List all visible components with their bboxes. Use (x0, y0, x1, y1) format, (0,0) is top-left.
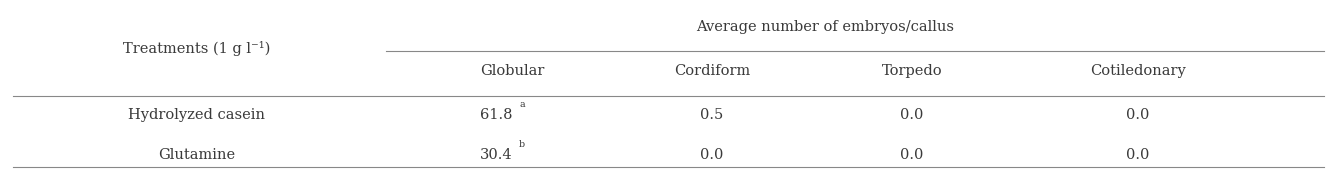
Text: Glutamine: Glutamine (158, 148, 236, 162)
Text: 0.0: 0.0 (900, 108, 924, 122)
Text: Treatments (1 g l⁻¹): Treatments (1 g l⁻¹) (124, 41, 270, 56)
Text: 0.0: 0.0 (700, 148, 724, 162)
Text: Cotiledonary: Cotiledonary (1090, 64, 1186, 78)
Text: 0.0: 0.0 (900, 148, 924, 162)
Text: 0.5: 0.5 (700, 108, 724, 122)
Text: Torpedo: Torpedo (881, 64, 942, 78)
Text: 61.8: 61.8 (480, 108, 512, 122)
Text: Globular: Globular (480, 64, 544, 78)
Text: 0.0: 0.0 (1126, 108, 1150, 122)
Text: Hydrolyzed casein: Hydrolyzed casein (129, 108, 265, 122)
Text: b: b (519, 140, 526, 149)
Text: a: a (519, 100, 524, 109)
Text: 30.4: 30.4 (479, 148, 512, 162)
Text: 0.0: 0.0 (1126, 148, 1150, 162)
Text: Average number of embryos/callus: Average number of embryos/callus (696, 20, 954, 34)
Text: Cordiform: Cordiform (673, 64, 751, 78)
